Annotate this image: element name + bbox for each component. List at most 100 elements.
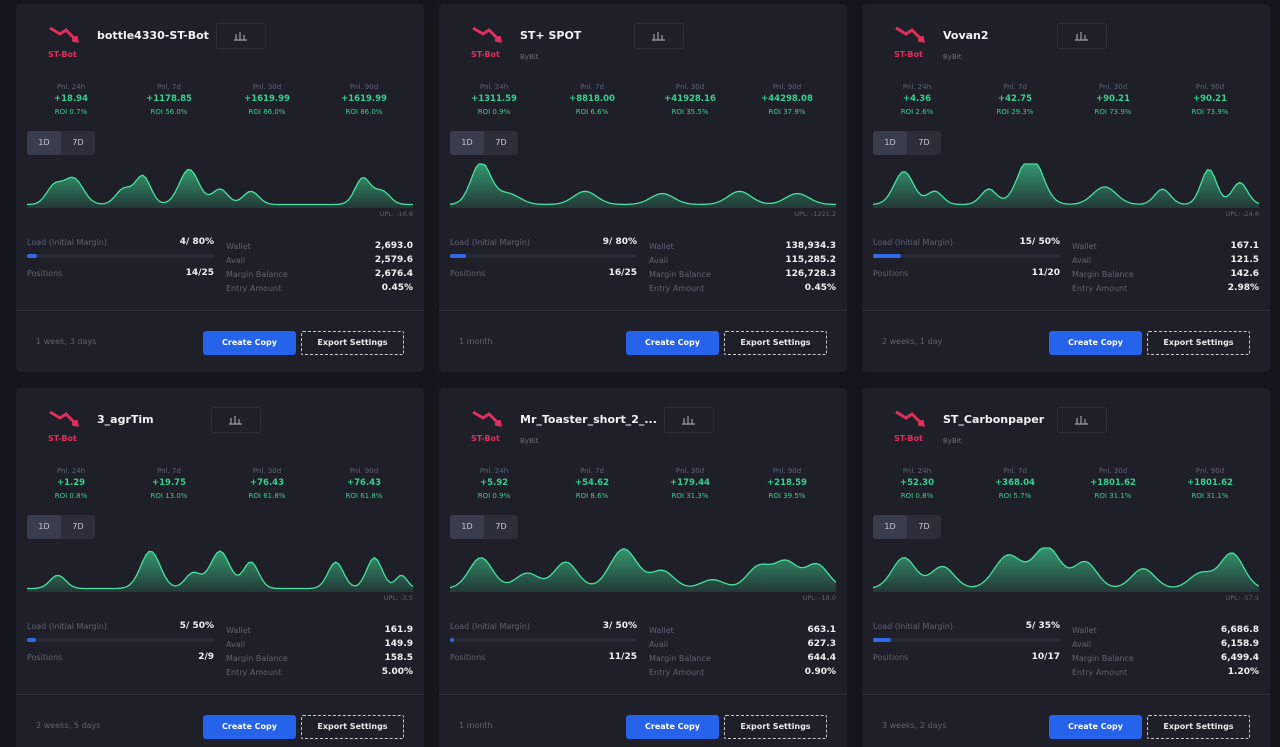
pnl-value: +41928.16: [664, 94, 716, 104]
create-copy-button[interactable]: Create Copy: [626, 331, 719, 355]
load-value: 15/ 50%: [1019, 237, 1061, 247]
balance-label: Margin Balance: [1072, 654, 1134, 663]
create-copy-button[interactable]: Create Copy: [203, 331, 296, 355]
export-settings-button[interactable]: Export Settings: [724, 715, 827, 739]
stats-button[interactable]: [216, 23, 266, 49]
positions-value: 16/25: [608, 268, 637, 278]
positions-label: Positions: [450, 653, 486, 662]
stats-button[interactable]: [634, 23, 684, 49]
roi: ROI 73.9%: [1094, 108, 1132, 116]
pnl-value: +4.36: [902, 94, 932, 104]
age: 2 weeks, 1 day: [882, 337, 943, 346]
roi: ROI 31.3%: [671, 492, 709, 500]
sparkline-area: [450, 164, 836, 208]
divider: [439, 694, 847, 695]
export-settings-button[interactable]: Export Settings: [724, 331, 827, 355]
sparkline-line: [450, 548, 836, 589]
load-bar: [873, 638, 891, 642]
pnl-label: Pnl. 90d: [1195, 83, 1225, 91]
create-copy-button[interactable]: Create Copy: [203, 715, 296, 739]
load-bar: [27, 638, 36, 642]
export-settings-button[interactable]: Export Settings: [301, 715, 404, 739]
period-tab[interactable]: 7D: [918, 138, 930, 147]
stats-button[interactable]: [211, 407, 261, 433]
create-copy-button[interactable]: Create Copy: [626, 715, 719, 739]
sparkline: [873, 547, 1259, 592]
period-tab[interactable]: 7D: [495, 138, 507, 147]
period-tab[interactable]: 1D: [450, 131, 484, 155]
balance-label: Avail: [226, 256, 246, 265]
roi: ROI 35.5%: [671, 108, 709, 116]
bot-card: ST-Bot bottle4330-ST-Bot Pnl. 24h +18.94 ROI…: [16, 4, 424, 372]
age: 1 month: [459, 337, 493, 346]
balance-label: Avail: [649, 640, 669, 649]
bot-name: Mr_Toaster_short_2_...: [520, 413, 657, 426]
upl: UPL: -3.5: [383, 594, 413, 602]
period-tab[interactable]: 1D: [873, 131, 907, 155]
create-copy-button[interactable]: Create Copy: [1049, 331, 1142, 355]
load-bar-bg: [873, 254, 1060, 258]
pnl-value: +76.43: [249, 478, 285, 488]
sparkline-area: [873, 548, 1259, 592]
period-tab[interactable]: 1D: [27, 515, 61, 539]
sparkline-area: [27, 551, 413, 592]
pnl-value: +52.30: [899, 478, 935, 488]
balance-label: Wallet: [226, 242, 251, 251]
period-tab[interactable]: 1D: [450, 515, 484, 539]
pnl-label: Pnl. 7d: [157, 467, 181, 475]
export-settings-button[interactable]: Export Settings: [1147, 331, 1250, 355]
create-copy-button[interactable]: Create Copy: [1049, 715, 1142, 739]
divider: [439, 310, 847, 311]
bot-name: 3_agrTim: [97, 413, 154, 426]
period-tab[interactable]: 1D: [27, 131, 61, 155]
pnl-label: Pnl. 90d: [349, 83, 379, 91]
balance-value: 2.98%: [1227, 283, 1259, 293]
pnl-label: Pnl. 24h: [479, 83, 509, 91]
period-tab[interactable]: 7D: [72, 138, 84, 147]
roi: ROI 5.7%: [998, 492, 1032, 500]
period-tab[interactable]: 7D: [918, 522, 930, 531]
bot-name: Vovan2: [943, 29, 989, 42]
sparkline-area: [873, 164, 1259, 208]
divider: [16, 694, 424, 695]
balance-label: Margin Balance: [649, 654, 711, 663]
balance-label: Avail: [1072, 640, 1092, 649]
balance-value: 0.45%: [804, 283, 836, 293]
pnl-label: Pnl. 24h: [902, 467, 932, 475]
period-tab[interactable]: 1D: [873, 515, 907, 539]
balance-label: Margin Balance: [226, 270, 288, 279]
period-tabs: 1D 7D: [873, 131, 941, 155]
bot-card: ST-Bot Mr_Toaster_short_2_... ByBit Pnl. 24…: [439, 388, 847, 747]
balance-value: 0.45%: [381, 283, 413, 293]
balance-label: Wallet: [226, 626, 251, 635]
balance-value: 6,158.9: [1220, 639, 1259, 649]
load-value: 3/ 50%: [602, 621, 637, 631]
period-tabs: 1D 7D: [27, 515, 95, 539]
period-tab[interactable]: 7D: [495, 522, 507, 531]
export-settings-button[interactable]: Export Settings: [301, 331, 404, 355]
sparkline: [450, 548, 836, 592]
period-tabs: 1D 7D: [27, 131, 95, 155]
roi: ROI 13.0%: [150, 492, 188, 500]
pnl-value: +8818.00: [569, 94, 615, 104]
balance-value: 115,285.2: [785, 255, 836, 265]
roi: ROI 86.0%: [248, 108, 286, 116]
load-label: Load (Initial Margin): [450, 238, 530, 247]
pnl-label: Pnl. 30d: [1098, 83, 1128, 91]
export-settings-button[interactable]: Export Settings: [1147, 715, 1250, 739]
sparkline: [873, 163, 1259, 208]
stats-button[interactable]: [664, 407, 714, 433]
positions-value: 10/17: [1031, 652, 1060, 662]
pnl-label: Pnl. 24h: [479, 467, 509, 475]
balance-value: 149.9: [384, 639, 413, 649]
pnl-label: Pnl. 7d: [1003, 467, 1027, 475]
stats-button[interactable]: [1057, 407, 1107, 433]
period-tab[interactable]: 7D: [72, 522, 84, 531]
logo-arrow: [49, 26, 79, 43]
pnl-value: +1311.59: [471, 94, 517, 104]
stats-icon: [682, 416, 695, 425]
period-tabs: 1D 7D: [450, 131, 518, 155]
load-bar-bg: [450, 254, 637, 258]
stats-button[interactable]: [1057, 23, 1107, 49]
roi: ROI 86.0%: [345, 108, 383, 116]
